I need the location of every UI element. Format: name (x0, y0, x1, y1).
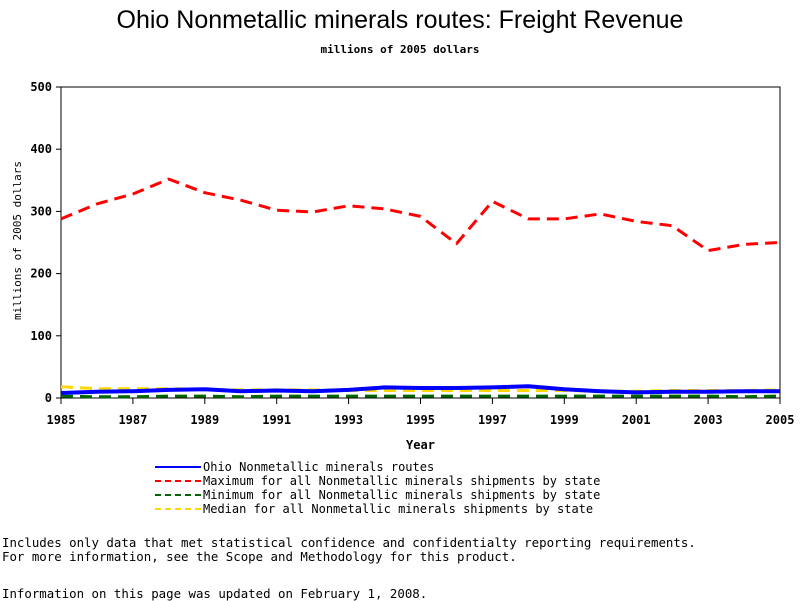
y-tick-label: 100 (30, 329, 52, 343)
legend-label: Minimum for all Nonmetallic minerals shi… (203, 488, 601, 502)
x-tick-label: 2001 (622, 413, 651, 427)
legend-swatch (155, 494, 201, 496)
line-chart: 0 100 200 300 400 500 1985 1987 1989 1991 1993 1995… (11, 80, 795, 452)
x-tick-label: 1999 (550, 413, 579, 427)
update-notice: Information on this page was updated on … (2, 586, 428, 601)
y-tick-label: 0 (45, 391, 52, 405)
legend-entry: Maximum for all Nonmetallic minerals shi… (155, 474, 600, 488)
legend-swatch (155, 466, 201, 468)
x-tick-label: 1985 (47, 413, 76, 427)
chart-title: Ohio Nonmetallic minerals routes: Freigh… (116, 6, 684, 34)
y-axis-label: millions of 2005 dollars (11, 161, 24, 320)
series-line-0 (60, 384, 780, 395)
legend-swatch (155, 480, 201, 482)
legend-swatch (155, 508, 201, 510)
legend-label: Maximum for all Nonmetallic minerals shi… (203, 474, 601, 488)
x-axis-label: Year (406, 438, 435, 452)
series-line-2 (60, 394, 781, 399)
legend-label: Median for all Nonmetallic minerals ship… (203, 502, 594, 516)
footnote-methodology: For more information, see the Scope and … (2, 549, 517, 564)
plot-frame (60, 86, 781, 399)
x-tick-label: 2005 (766, 413, 795, 427)
x-tick-label: 1987 (118, 413, 147, 427)
legend-entry: Minimum for all Nonmetallic minerals shi… (155, 488, 600, 502)
legend-entry: Median for all Nonmetallic minerals ship… (155, 502, 600, 516)
x-tick-label: 1995 (406, 413, 435, 427)
chart-subtitle: millions of 2005 dollars (320, 43, 480, 56)
footnotes: Includes only data that met statistical … (2, 536, 696, 564)
y-tick-label: 300 (30, 204, 52, 218)
x-tick-label: 1993 (334, 413, 363, 427)
legend-entry: Ohio Nonmetallic minerals routes (155, 460, 600, 474)
y-tick-label: 200 (30, 267, 52, 281)
x-tick-label: 1989 (190, 413, 219, 427)
y-tick-label: 400 (30, 142, 52, 156)
x-tick-label: 1991 (262, 413, 291, 427)
x-tick-label: 1997 (478, 413, 507, 427)
series-line-1 (60, 177, 781, 253)
legend-label: Ohio Nonmetallic minerals routes (203, 460, 435, 474)
y-tick-label: 500 (30, 80, 52, 94)
chart-legend: Ohio Nonmetallic minerals routes Maximum … (155, 460, 600, 516)
x-tick-label: 2003 (694, 413, 723, 427)
footnote-confidence: Includes only data that met statistical … (2, 535, 696, 550)
